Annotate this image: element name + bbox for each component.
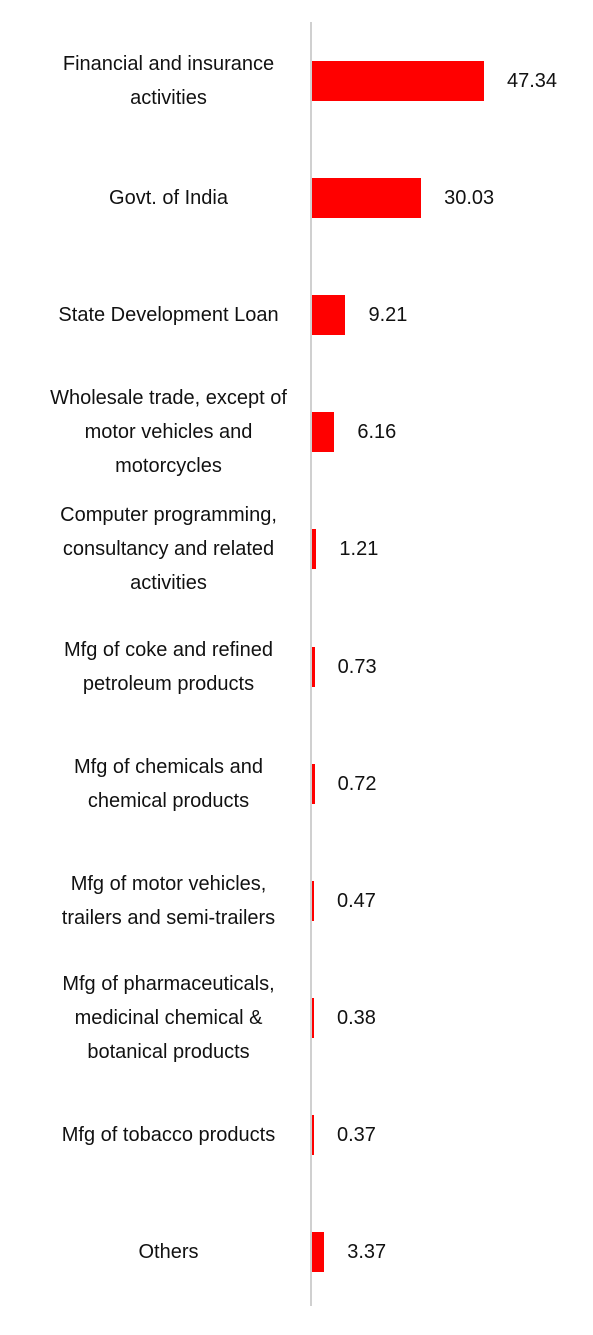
category-label: Mfg of motor vehicles, trailers and semi…	[61, 872, 276, 929]
value-label: 47.34	[507, 70, 558, 92]
bar	[312, 763, 315, 804]
value-label: 0.72	[337, 772, 377, 795]
bar	[312, 61, 484, 101]
category-label: Govt. of India	[109, 187, 228, 210]
category-label: Mfg of coke and refined petroleum produc…	[63, 638, 273, 695]
category-label: Mfg of pharmaceuticals, medicinal chemic…	[62, 972, 275, 1063]
value-label: 0.37	[337, 1123, 376, 1146]
value-label: 3.37	[347, 1241, 387, 1263]
bar	[312, 295, 346, 336]
value-label: 0.38	[337, 1006, 376, 1029]
value-label: 30.03	[444, 187, 495, 210]
category-label: Financial and insurance activities	[62, 53, 275, 109]
category-label: Wholesale trade, except of motor vehicle…	[50, 387, 287, 478]
bar	[312, 997, 314, 1038]
value-label: 6.16	[357, 421, 397, 444]
bar	[312, 1114, 314, 1155]
value-label: 0.73	[337, 655, 377, 678]
axis-line	[310, 22, 312, 1306]
bar	[312, 529, 317, 570]
category-label: Mfg of tobacco products	[61, 1123, 276, 1146]
category-label: State Development Loan	[58, 304, 279, 327]
bar	[312, 412, 335, 453]
bar	[312, 880, 314, 921]
bar	[312, 646, 315, 687]
bar	[312, 178, 422, 219]
bar	[312, 1232, 325, 1272]
category-label: Mfg of chemicals and chemical products	[74, 755, 263, 812]
value-label: 0.47	[337, 889, 376, 912]
category-label: Others	[138, 1241, 199, 1263]
value-label: 1.21	[339, 538, 379, 561]
category-label: Computer programming, consultancy and re…	[60, 504, 277, 595]
value-label: 9.21	[368, 304, 408, 327]
